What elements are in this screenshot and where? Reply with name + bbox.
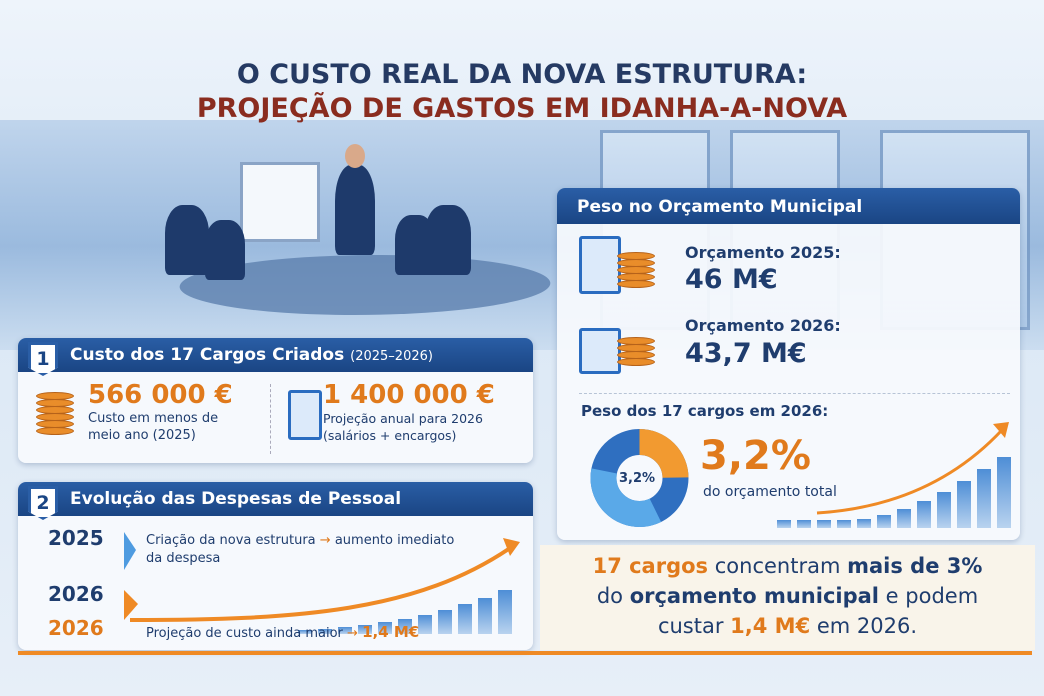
presenter	[335, 165, 375, 255]
percent-value: 3,2%	[700, 433, 811, 479]
section-1-title: Custo dos 17 Cargos Criados	[70, 345, 345, 365]
attendee	[205, 220, 245, 280]
document-icon	[288, 390, 322, 440]
growth-arrow-icon	[816, 422, 1009, 515]
budget-2025-value: 46 M€	[685, 264, 778, 295]
cost-2025-desc-1: Custo em menos de	[88, 411, 219, 426]
callout-text: orçamento municipal	[629, 584, 879, 608]
growth-arrow-icon	[124, 532, 520, 622]
presentation-board	[240, 162, 320, 242]
budget-2025-label: Orçamento 2025:	[685, 243, 841, 262]
donut-chart	[590, 429, 689, 527]
section-1-header: Custo dos 17 Cargos Criados (2025–2026)	[18, 338, 533, 372]
budget-2026-label: Orçamento 2026:	[685, 316, 841, 335]
arrow-icon: →	[347, 626, 358, 641]
row-2025-text: Criação da nova estrutura → aumento imed…	[146, 532, 506, 568]
weight-label: Peso dos 17 cargos em 2026:	[581, 402, 829, 420]
row-2025-text-2: aumento imediato	[334, 533, 455, 548]
section-1-period: (2025–2026)	[350, 349, 433, 364]
title-line-1: O CUSTO REAL DA NOVA ESTRUTURA:	[236, 59, 808, 90]
coins-icon	[617, 252, 655, 288]
row-2026-text-1: Projeção de custo ainda maior	[146, 626, 343, 641]
projection-2026-value: 1 400 000 €	[323, 380, 495, 410]
row-2026-highlight: 1,4 M€	[362, 623, 420, 641]
year-2025: 2025	[48, 526, 104, 550]
attendee	[425, 205, 471, 275]
callout-text: e podem	[879, 584, 979, 608]
budget-header: Peso no Orçamento Municipal	[557, 188, 1020, 224]
projection-desc-2: (salários + encargos)	[323, 428, 457, 443]
clipboard-icon	[579, 328, 621, 374]
year-2026-projection: 2026	[48, 616, 104, 640]
bottom-accent-line	[18, 651, 1032, 655]
percent-desc: do orçamento total	[703, 484, 837, 500]
callout-text: do	[596, 584, 630, 608]
cost-2025-desc-2: meio ano (2025)	[88, 428, 196, 443]
callout-text: custar	[657, 614, 731, 638]
section-evolution-panel: Evolução das Despesas de Pessoal 2025 Cr…	[18, 482, 533, 650]
row-2025-text-3: da despesa	[146, 551, 221, 566]
title-line-2: PROJEÇÃO DE GASTOS EM IDANHA-A-NOVA	[196, 93, 848, 124]
donut-highlight	[590, 429, 689, 527]
callout-text: 17 cargos	[592, 554, 709, 578]
callout-text: em 2026.	[810, 614, 918, 638]
arrow-icon: →	[319, 533, 331, 548]
year-2026: 2026	[48, 582, 104, 606]
callout-text: mais de 3%	[847, 554, 983, 578]
growth-bars	[298, 590, 512, 634]
summary-callout: 17 cargos concentram mais de 3% do orçam…	[540, 545, 1035, 650]
row-2025-text-1: Criação da nova estrutura	[146, 533, 316, 548]
divider	[579, 393, 1010, 394]
coins-icon	[36, 392, 74, 435]
cost-2025-value: 566 000 €	[88, 380, 233, 410]
budget-2026-value: 43,7 M€	[685, 338, 807, 369]
attendee	[165, 205, 209, 275]
section-2-header: Evolução das Despesas de Pessoal	[18, 482, 533, 516]
growth-bars	[777, 457, 1011, 528]
callout-text: 1,4 M€	[730, 614, 811, 638]
section-2-badge: 2	[28, 486, 58, 520]
projection-desc-1: Projeção anual para 2026	[323, 411, 483, 426]
callout-text: concentram	[708, 554, 848, 578]
presenter-head	[345, 144, 365, 168]
budget-panel: Peso no Orçamento Municipal Orçamento 20…	[557, 188, 1020, 540]
row-2026-text: Projeção de custo ainda maior → 1,4 M€	[146, 623, 419, 641]
coins-icon	[617, 337, 655, 366]
clipboard-icon	[579, 236, 621, 294]
section-cost-panel: Custo dos 17 Cargos Criados (2025–2026) …	[18, 338, 533, 463]
divider	[270, 384, 271, 454]
donut-center-label: 3,2%	[619, 471, 656, 486]
donut-segment	[590, 429, 689, 527]
